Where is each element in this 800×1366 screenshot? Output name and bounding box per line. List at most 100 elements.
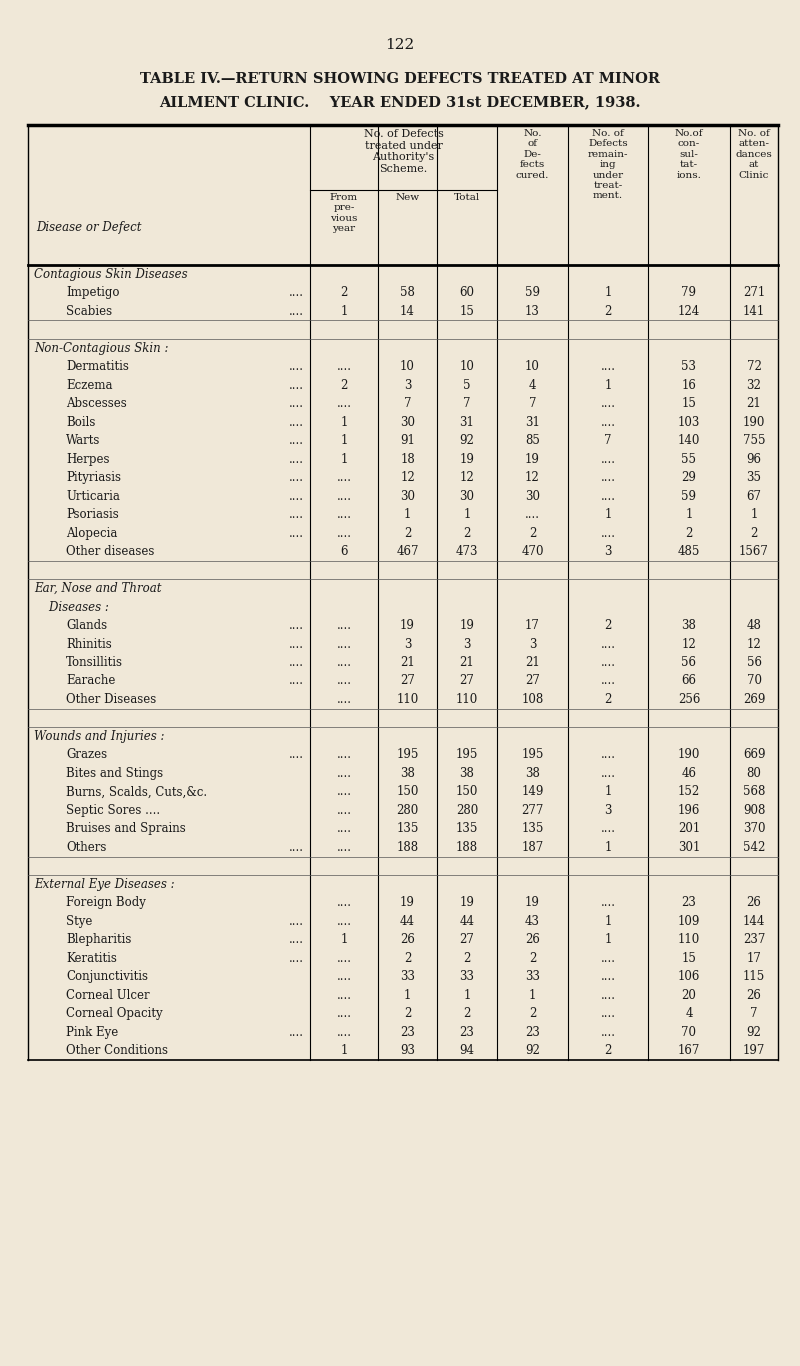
Text: New: New — [395, 193, 419, 202]
Text: 12: 12 — [460, 471, 474, 484]
Text: 70: 70 — [746, 675, 762, 687]
Text: 1: 1 — [604, 508, 612, 520]
Text: 60: 60 — [459, 287, 474, 299]
Text: 58: 58 — [400, 287, 415, 299]
Text: ....: .... — [601, 822, 615, 836]
Text: 485: 485 — [678, 545, 700, 559]
Text: 27: 27 — [525, 675, 540, 687]
Text: No. of
atten-
dances
at
Clinic: No. of atten- dances at Clinic — [736, 128, 772, 179]
Text: 669: 669 — [742, 749, 766, 761]
Text: 4: 4 — [529, 378, 536, 392]
Text: ....: .... — [337, 508, 351, 520]
Text: 150: 150 — [396, 785, 418, 798]
Text: 91: 91 — [400, 434, 415, 447]
Text: ....: .... — [337, 915, 351, 928]
Text: ....: .... — [337, 785, 351, 798]
Text: ....: .... — [289, 434, 304, 447]
Text: Corneal Opacity: Corneal Opacity — [66, 1007, 162, 1020]
Text: 2: 2 — [340, 378, 348, 392]
Text: Bites and Stings: Bites and Stings — [66, 766, 163, 780]
Text: 44: 44 — [459, 915, 474, 928]
Text: 21: 21 — [746, 398, 762, 410]
Text: Ear, Nose and Throat: Ear, Nose and Throat — [34, 582, 162, 596]
Text: 2: 2 — [686, 526, 693, 540]
Text: 15: 15 — [682, 952, 697, 964]
Text: 48: 48 — [746, 619, 762, 632]
Text: ....: .... — [337, 489, 351, 503]
Text: 23: 23 — [682, 896, 697, 910]
Text: 256: 256 — [678, 693, 700, 706]
Text: 1: 1 — [604, 915, 612, 928]
Text: 149: 149 — [522, 785, 544, 798]
Text: 2: 2 — [604, 693, 612, 706]
Text: 30: 30 — [459, 489, 474, 503]
Text: 1: 1 — [604, 933, 612, 947]
Text: 5: 5 — [463, 378, 470, 392]
Text: 103: 103 — [678, 415, 700, 429]
Text: No. of Defects
treated under
Authority's
Scheme.: No. of Defects treated under Authority's… — [363, 128, 443, 173]
Text: Septic Sores ....: Septic Sores .... — [66, 805, 160, 817]
Text: ....: .... — [289, 638, 304, 650]
Text: Conjunctivitis: Conjunctivitis — [66, 970, 148, 984]
Text: 79: 79 — [682, 287, 697, 299]
Text: 1: 1 — [340, 1044, 348, 1057]
Text: 30: 30 — [400, 489, 415, 503]
Text: ....: .... — [337, 619, 351, 632]
Text: 271: 271 — [743, 287, 765, 299]
Text: ....: .... — [337, 841, 351, 854]
Text: 1: 1 — [750, 508, 758, 520]
Text: Urticaria: Urticaria — [66, 489, 120, 503]
Text: ....: .... — [337, 693, 351, 706]
Text: 26: 26 — [746, 896, 762, 910]
Text: Other Conditions: Other Conditions — [66, 1044, 168, 1057]
Text: 92: 92 — [525, 1044, 540, 1057]
Text: 66: 66 — [682, 675, 697, 687]
Text: ....: .... — [289, 361, 304, 373]
Text: 16: 16 — [682, 378, 697, 392]
Text: 67: 67 — [746, 489, 762, 503]
Text: Burns, Scalds, Cuts,&c.: Burns, Scalds, Cuts,&c. — [66, 785, 207, 798]
Text: 144: 144 — [743, 915, 765, 928]
Text: 38: 38 — [400, 766, 415, 780]
Text: 2: 2 — [404, 952, 411, 964]
Text: 3: 3 — [604, 805, 612, 817]
Text: 56: 56 — [746, 656, 762, 669]
Text: 1: 1 — [404, 989, 411, 1001]
Text: 31: 31 — [525, 415, 540, 429]
Text: 35: 35 — [746, 471, 762, 484]
Text: 94: 94 — [459, 1044, 474, 1057]
Text: 1: 1 — [340, 415, 348, 429]
Text: ....: .... — [289, 933, 304, 947]
Text: 92: 92 — [746, 1026, 762, 1038]
Text: Others: Others — [66, 841, 106, 854]
Text: ....: .... — [337, 1007, 351, 1020]
Text: 3: 3 — [604, 545, 612, 559]
Text: 44: 44 — [400, 915, 415, 928]
Text: Pink Eye: Pink Eye — [66, 1026, 118, 1038]
Text: 56: 56 — [682, 656, 697, 669]
Text: 1: 1 — [604, 841, 612, 854]
Text: ....: .... — [601, 675, 615, 687]
Text: 542: 542 — [743, 841, 765, 854]
Text: 70: 70 — [682, 1026, 697, 1038]
Text: 188: 188 — [397, 841, 418, 854]
Text: ....: .... — [289, 749, 304, 761]
Text: ....: .... — [289, 656, 304, 669]
Text: ....: .... — [289, 489, 304, 503]
Text: 1: 1 — [340, 305, 348, 318]
Text: ....: .... — [601, 749, 615, 761]
Text: 80: 80 — [746, 766, 762, 780]
Text: 1: 1 — [604, 287, 612, 299]
Text: 59: 59 — [682, 489, 697, 503]
Text: 31: 31 — [459, 415, 474, 429]
Text: 21: 21 — [525, 656, 540, 669]
Text: ....: .... — [601, 989, 615, 1001]
Text: 17: 17 — [525, 619, 540, 632]
Text: 2: 2 — [404, 526, 411, 540]
Text: 59: 59 — [525, 287, 540, 299]
Text: ....: .... — [289, 398, 304, 410]
Text: Alopecia: Alopecia — [66, 526, 118, 540]
Text: Diseases :: Diseases : — [34, 601, 109, 613]
Text: ....: .... — [337, 766, 351, 780]
Text: 3: 3 — [529, 638, 536, 650]
